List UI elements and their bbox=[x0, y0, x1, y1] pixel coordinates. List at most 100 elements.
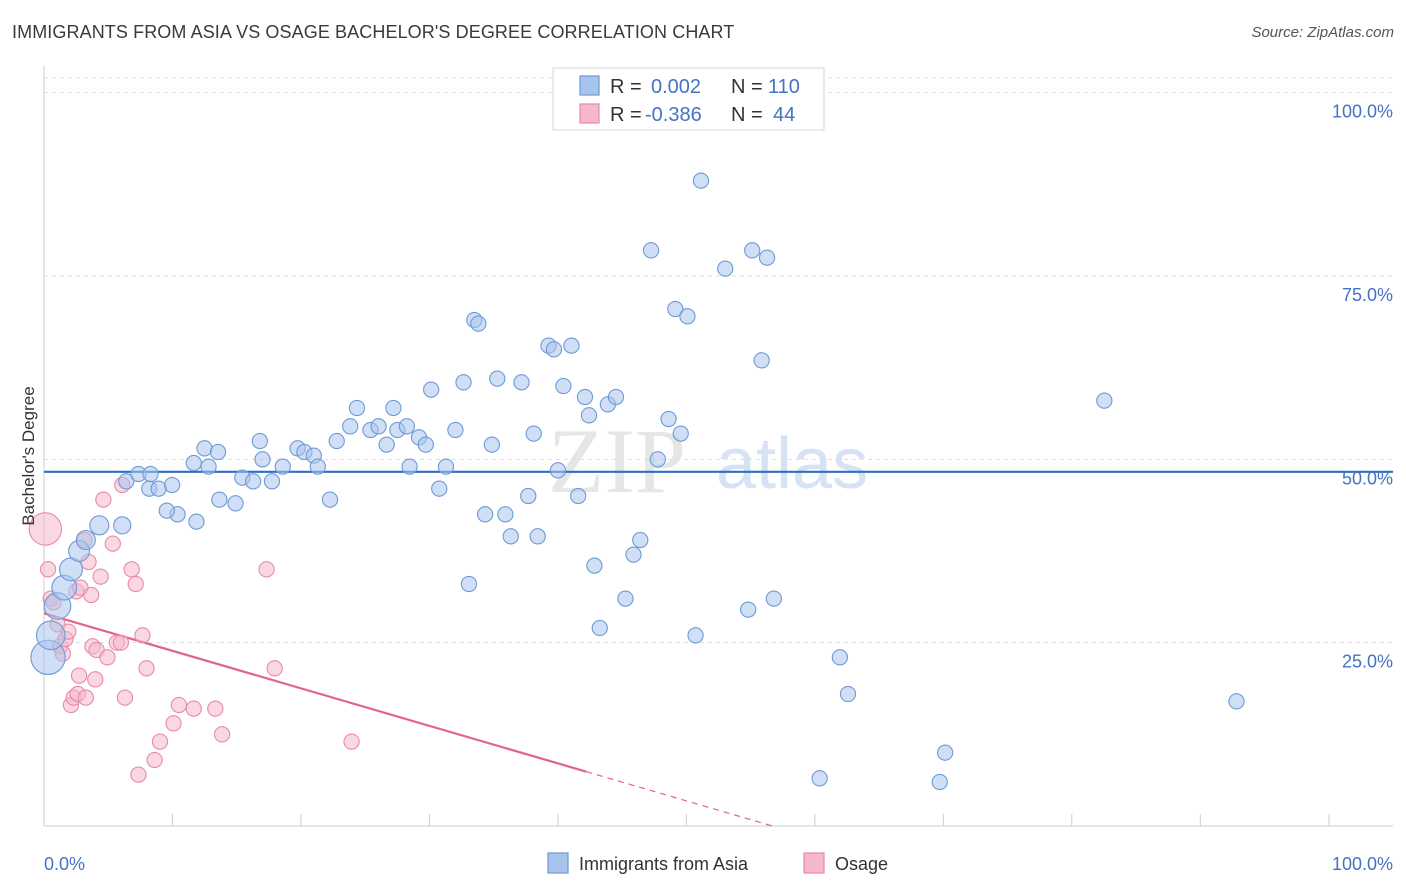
osage-point-38 bbox=[170, 696, 188, 714]
asia-point-63 bbox=[529, 528, 546, 545]
asia-point-99 bbox=[1228, 693, 1245, 710]
asia-point-8 bbox=[113, 516, 132, 535]
asia-point-80 bbox=[649, 451, 666, 468]
asia-point-9 bbox=[118, 473, 135, 490]
asia-point-36 bbox=[342, 418, 359, 435]
asia-point-93 bbox=[831, 649, 849, 666]
legend-r-value-osage: -0.386 bbox=[645, 104, 702, 126]
osage-point-34 bbox=[138, 660, 155, 677]
legend-n-label-asia: N = bbox=[731, 76, 763, 98]
osage-point-20 bbox=[87, 671, 104, 688]
asia-point-51 bbox=[455, 374, 472, 391]
asia-point-94 bbox=[839, 685, 857, 703]
legend-n-value-osage: 44 bbox=[773, 104, 795, 126]
asia-point-40 bbox=[378, 436, 395, 453]
asia-point-81 bbox=[660, 410, 677, 428]
asia-point-79 bbox=[642, 242, 660, 259]
asia-point-84 bbox=[679, 308, 696, 325]
osage-point-22 bbox=[92, 568, 109, 585]
asia-point-41 bbox=[385, 399, 402, 417]
osage-point-39 bbox=[185, 700, 202, 717]
asia-point-7 bbox=[89, 515, 110, 536]
osage-point-18 bbox=[83, 586, 100, 604]
source-credit: Source: ZipAtlas.com bbox=[1251, 24, 1394, 41]
asia-point-82 bbox=[667, 300, 684, 318]
legend-r-label-osage: R = bbox=[610, 104, 642, 126]
asia-point-46 bbox=[417, 436, 434, 453]
asia-point-17 bbox=[158, 502, 175, 519]
osage-point-23 bbox=[95, 491, 112, 508]
asia-point-49 bbox=[437, 458, 455, 475]
asia-point-91 bbox=[758, 249, 776, 266]
asia-point-92 bbox=[765, 590, 782, 607]
asia-point-89 bbox=[744, 242, 761, 259]
osage-point-42 bbox=[258, 561, 275, 578]
chart-title: IMMIGRANTS FROM ASIA VS OSAGE BACHELOR'S… bbox=[12, 22, 735, 42]
legend-swatch-asia bbox=[579, 75, 600, 96]
legend-swatch-osage bbox=[579, 103, 600, 124]
asia-point-59 bbox=[502, 528, 519, 545]
osage-point-43 bbox=[266, 660, 283, 677]
y-axis-title: Bachelor's Degree bbox=[19, 386, 38, 525]
asia-point-6 bbox=[75, 529, 96, 551]
asia-point-23 bbox=[227, 495, 244, 512]
asia-point-13 bbox=[164, 476, 181, 494]
asia-point-15 bbox=[142, 465, 159, 483]
legend: R = 0.002 N = 110 R = -0.386 N = 44 bbox=[552, 67, 825, 131]
x-tick-label-max: 100.0% bbox=[1332, 854, 1393, 874]
x-tick-label-min: 0.0% bbox=[44, 854, 85, 874]
asia-point-77 bbox=[625, 546, 642, 563]
asia-point-54 bbox=[470, 315, 487, 332]
osage-point-16 bbox=[77, 689, 94, 706]
asia-point-35 bbox=[328, 432, 345, 450]
axes bbox=[43, 66, 1393, 827]
asia-point-33 bbox=[309, 458, 326, 475]
bottom-legend-label-osage: Osage bbox=[835, 854, 888, 874]
osage-point-40 bbox=[207, 700, 224, 717]
y-tick-label-50: 50.0% bbox=[1342, 468, 1393, 488]
asia-point-75 bbox=[607, 388, 625, 406]
asia-point-12 bbox=[150, 480, 167, 497]
asia-point-66 bbox=[549, 462, 567, 479]
osage-point-24 bbox=[99, 649, 116, 666]
asia-point-21 bbox=[209, 443, 227, 461]
asia-point-22 bbox=[211, 491, 228, 508]
bottom-legend: Immigrants from Asia Osage bbox=[547, 852, 888, 874]
asia-point-37 bbox=[348, 399, 366, 417]
asia-point-48 bbox=[431, 480, 448, 497]
osage-point-33 bbox=[134, 627, 151, 644]
asia-point-86 bbox=[692, 172, 710, 189]
asia-point-62 bbox=[525, 425, 542, 442]
legend-n-label-osage: N = bbox=[731, 104, 763, 126]
asia-point-85 bbox=[687, 627, 704, 644]
asia-point-65 bbox=[545, 341, 563, 358]
asia-point-43 bbox=[398, 418, 416, 435]
trend-lines bbox=[43, 470, 1393, 827]
bottom-legend-label-asia: Immigrants from Asia bbox=[579, 854, 749, 874]
asia-point-29 bbox=[274, 458, 291, 475]
asia-point-60 bbox=[513, 374, 530, 391]
osage-point-44 bbox=[343, 733, 360, 750]
asia-point-70 bbox=[576, 388, 594, 406]
asia-point-61 bbox=[520, 487, 537, 505]
asia-point-52 bbox=[460, 575, 478, 593]
osage-point-13 bbox=[70, 667, 88, 684]
osage-point-36 bbox=[151, 733, 169, 750]
asia-point-27 bbox=[254, 451, 271, 468]
y-tick-labels: 25.0% 50.0% 75.0% 100.0% bbox=[1332, 102, 1393, 672]
asia-point-16 bbox=[188, 513, 205, 530]
osage-point-41 bbox=[213, 726, 231, 743]
asia-point-39 bbox=[370, 418, 387, 435]
osage-point-29 bbox=[116, 689, 134, 706]
asia-point-88 bbox=[740, 601, 757, 618]
asia-point-95 bbox=[811, 770, 828, 787]
asia-point-97 bbox=[931, 773, 948, 791]
watermark-atlas: atlas bbox=[716, 424, 868, 504]
osage-point-30 bbox=[123, 561, 140, 578]
asia-point-72 bbox=[586, 557, 603, 574]
asia-point-1 bbox=[35, 620, 66, 651]
asia-point-96 bbox=[936, 744, 954, 761]
asia-point-58 bbox=[497, 506, 514, 523]
osage-point-27 bbox=[112, 634, 130, 651]
